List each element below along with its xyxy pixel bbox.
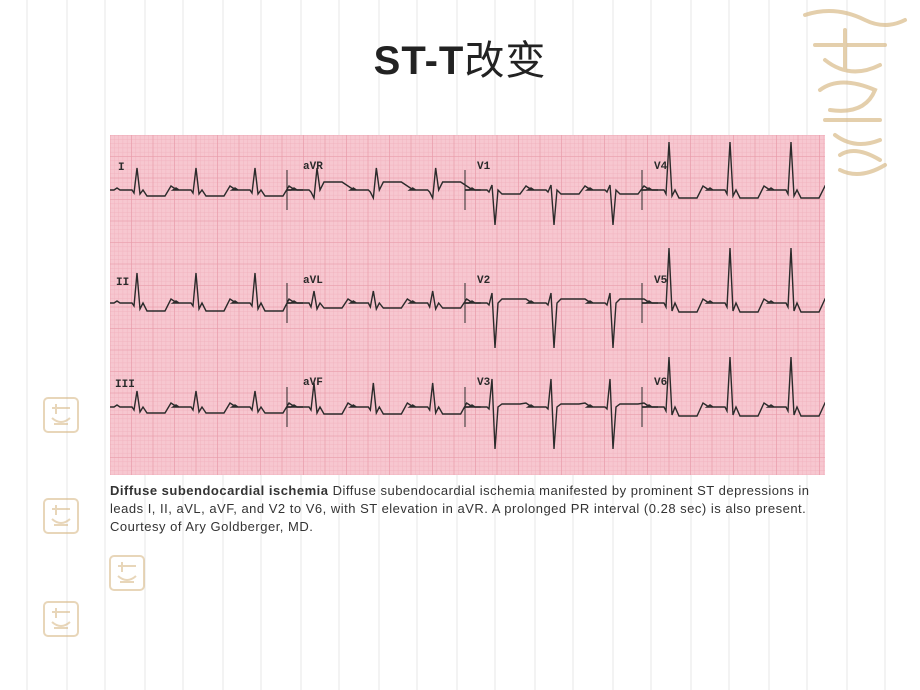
lead-label: aVL <box>303 275 323 287</box>
lead-label: V6 <box>654 377 667 389</box>
lead-label: V4 <box>654 161 667 173</box>
lead-label: V1 <box>477 161 490 173</box>
seal-icon <box>42 497 80 535</box>
ecg-trace <box>110 135 825 475</box>
seal-icon <box>42 600 80 638</box>
title-bold: ST-T <box>374 39 465 83</box>
lead-label: V2 <box>477 275 490 287</box>
caption-lead: Diffuse subendocardial ischemia <box>110 483 329 498</box>
lead-label: II <box>116 277 129 289</box>
lead-label: V3 <box>477 377 490 389</box>
lead-label: aVR <box>303 161 323 173</box>
lead-label: aVF <box>303 377 323 389</box>
lead-label: III <box>115 379 135 391</box>
title-rest: 改变 <box>464 39 546 83</box>
seal-icon <box>108 554 146 592</box>
lead-label: V5 <box>654 275 667 287</box>
seal-icon <box>42 396 80 434</box>
ecg-caption: Diffuse subendocardial ischemia Diffuse … <box>110 482 825 537</box>
lead-label: I <box>118 162 125 174</box>
ecg-panel: IaVR V1 V4 II aVL V2 V5 III aVF V3 V6 <box>110 135 825 475</box>
page-title: ST-T改变 <box>0 28 920 86</box>
